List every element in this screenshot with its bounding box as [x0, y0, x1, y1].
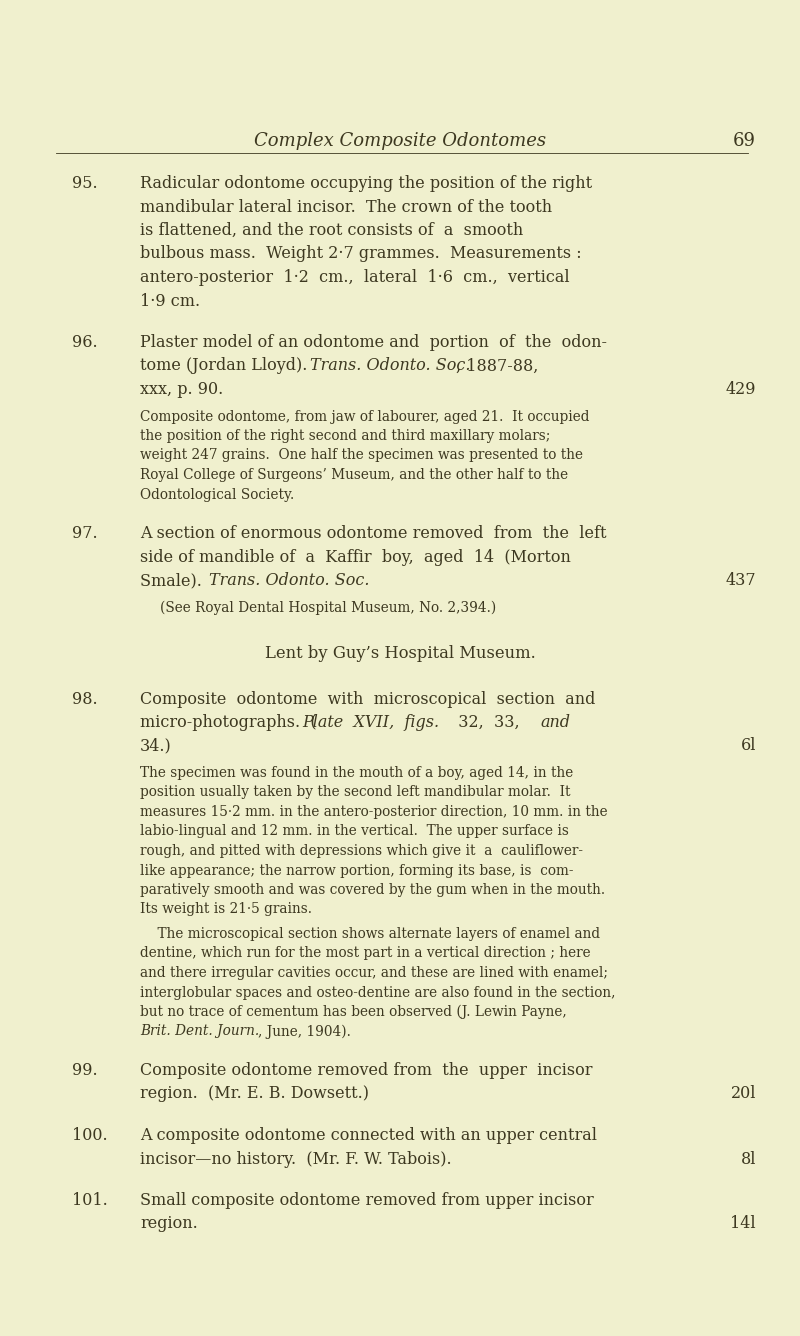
Text: Trans. Odonto. Soc.: Trans. Odonto. Soc.	[210, 572, 370, 589]
Text: dentine, which run for the most part in a vertical direction ; here: dentine, which run for the most part in …	[140, 946, 590, 961]
Text: 99.: 99.	[72, 1062, 98, 1079]
Text: 429: 429	[726, 381, 756, 398]
Text: 437: 437	[726, 572, 756, 589]
Text: Complex Composite Odontomes: Complex Composite Odontomes	[254, 132, 546, 150]
Text: 100.: 100.	[72, 1128, 108, 1144]
Text: and: and	[541, 713, 570, 731]
Text: 6l: 6l	[741, 737, 756, 755]
Text: interglobular spaces and osteo-dentine are also found in the section,: interglobular spaces and osteo-dentine a…	[140, 986, 615, 999]
Text: Plate  XVII,  figs.: Plate XVII, figs.	[302, 713, 439, 731]
Text: bulbous mass.  Weight 2·7 grammes.  Measurements :: bulbous mass. Weight 2·7 grammes. Measur…	[140, 246, 582, 262]
Text: region.  (Mr. E. B. Dowsett.): region. (Mr. E. B. Dowsett.)	[140, 1085, 369, 1102]
Text: Its weight is 21·5 grains.: Its weight is 21·5 grains.	[140, 903, 312, 916]
Text: the position of the right second and third maxillary molars;: the position of the right second and thi…	[140, 429, 550, 444]
Text: incisor—no history.  (Mr. F. W. Tabois).: incisor—no history. (Mr. F. W. Tabois).	[140, 1150, 452, 1168]
Text: weight 247 grains.  One half the specimen was presented to the: weight 247 grains. One half the specimen…	[140, 449, 583, 462]
Text: Royal College of Surgeons’ Museum, and the other half to the: Royal College of Surgeons’ Museum, and t…	[140, 468, 568, 482]
Text: rough, and pitted with depressions which give it  a  cauliflower-: rough, and pitted with depressions which…	[140, 844, 583, 858]
Text: antero-posterior  1·2  cm.,  lateral  1·6  cm.,  vertical: antero-posterior 1·2 cm., lateral 1·6 cm…	[140, 269, 570, 286]
Text: Trans. Odonto. Soc.: Trans. Odonto. Soc.	[310, 358, 470, 374]
Text: , June, 1904).: , June, 1904).	[258, 1025, 351, 1039]
Text: 20l: 20l	[730, 1085, 756, 1102]
Text: 34.): 34.)	[140, 737, 172, 755]
Text: and there irregular cavities occur, and these are lined with enamel;: and there irregular cavities occur, and …	[140, 966, 608, 981]
Text: 69: 69	[733, 132, 756, 150]
Text: side of mandible of  a  Kaffir  boy,  aged  14  (Morton: side of mandible of a Kaffir boy, aged 1…	[140, 549, 571, 565]
Text: Small composite odontome removed from upper incisor: Small composite odontome removed from up…	[140, 1192, 594, 1209]
Text: 32,  33,: 32, 33,	[448, 713, 530, 731]
Text: is flattened, and the root consists of  a  smooth: is flattened, and the root consists of a…	[140, 222, 523, 239]
Text: The specimen was found in the mouth of a boy, aged 14, in the: The specimen was found in the mouth of a…	[140, 766, 574, 780]
Text: like appearance; the narrow portion, forming its base, is  com-: like appearance; the narrow portion, for…	[140, 863, 574, 878]
Text: 96.: 96.	[72, 334, 98, 351]
Text: Lent by Guy’s Hospital Museum.: Lent by Guy’s Hospital Museum.	[265, 645, 535, 663]
Text: Composite odontome, from jaw of labourer, aged 21.  It occupied: Composite odontome, from jaw of labourer…	[140, 410, 590, 424]
Text: Plaster model of an odontome and  portion  of  the  odon-: Plaster model of an odontome and portion…	[140, 334, 607, 351]
Text: measures 15·2 mm. in the antero-posterior direction, 10 mm. in the: measures 15·2 mm. in the antero-posterio…	[140, 806, 608, 819]
Text: 8l: 8l	[741, 1150, 756, 1168]
Text: (See Royal Dental Hospital Museum, No. 2,394.): (See Royal Dental Hospital Museum, No. 2…	[160, 600, 496, 615]
Text: A section of enormous odontome removed  from  the  left: A section of enormous odontome removed f…	[140, 525, 606, 542]
Text: mandibular lateral incisor.  The crown of the tooth: mandibular lateral incisor. The crown of…	[140, 199, 552, 215]
Text: 14l: 14l	[730, 1216, 756, 1233]
Text: region.: region.	[140, 1216, 198, 1233]
Text: 98.: 98.	[72, 691, 98, 708]
Text: position usually taken by the second left mandibular molar.  It: position usually taken by the second lef…	[140, 786, 570, 799]
Text: paratively smooth and was covered by the gum when in the mouth.: paratively smooth and was covered by the…	[140, 883, 605, 896]
Text: labio-lingual and 12 mm. in the vertical.  The upper surface is: labio-lingual and 12 mm. in the vertical…	[140, 824, 569, 839]
Text: micro-photographs.  (: micro-photographs. (	[140, 713, 317, 731]
Text: A composite odontome connected with an upper central: A composite odontome connected with an u…	[140, 1128, 597, 1144]
Text: Radicular odontome occupying the position of the right: Radicular odontome occupying the positio…	[140, 175, 592, 192]
Text: , 1887-88,: , 1887-88,	[456, 358, 538, 374]
Text: Smale).: Smale).	[140, 572, 212, 589]
Text: tome (Jordan Lloyd).: tome (Jordan Lloyd).	[140, 358, 318, 374]
Text: Odontological Society.: Odontological Society.	[140, 488, 294, 501]
Text: 97.: 97.	[72, 525, 98, 542]
Text: Composite odontome removed from  the  upper  incisor: Composite odontome removed from the uppe…	[140, 1062, 593, 1079]
Text: xxx, p. 90.: xxx, p. 90.	[140, 381, 223, 398]
Text: 1·9 cm.: 1·9 cm.	[140, 293, 200, 310]
Text: but no trace of cementum has been observed (J. Lewin Payne,: but no trace of cementum has been observ…	[140, 1005, 566, 1019]
Text: 101.: 101.	[72, 1192, 108, 1209]
Text: Composite  odontome  with  microscopical  section  and: Composite odontome with microscopical se…	[140, 691, 595, 708]
Text: Brit. Dent. Journ.: Brit. Dent. Journ.	[140, 1025, 259, 1038]
Text: 95.: 95.	[72, 175, 98, 192]
Text: The microscopical section shows alternate layers of enamel and: The microscopical section shows alternat…	[140, 927, 600, 941]
